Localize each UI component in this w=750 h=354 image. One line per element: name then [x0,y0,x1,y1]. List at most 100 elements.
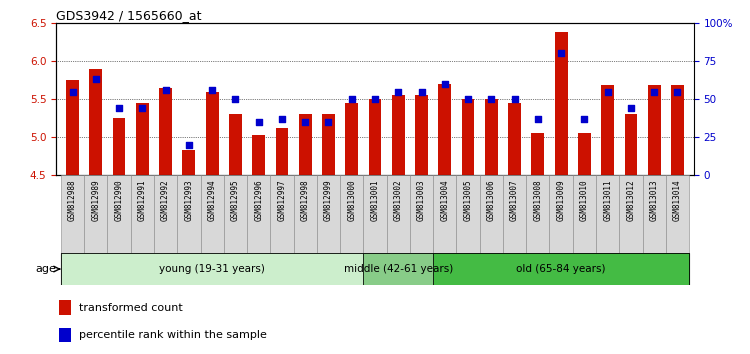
Point [392,89,404,95]
Bar [555,32,568,175]
Text: GSM812992: GSM812992 [161,179,170,221]
Point [160,87,172,93]
Bar [59,328,71,342]
Text: GSM813005: GSM813005 [464,179,472,221]
Bar [224,175,247,253]
Bar [485,99,498,175]
Text: GSM813013: GSM813013 [650,179,658,221]
Bar [509,103,521,175]
Bar [596,175,619,253]
Point [485,96,497,102]
Point [276,116,288,122]
Text: GSM812991: GSM812991 [138,179,147,221]
Bar [270,175,293,253]
Bar [368,99,382,175]
Bar [59,300,71,315]
Bar [526,175,550,253]
Point [625,105,637,111]
Text: GSM812999: GSM812999 [324,179,333,221]
Bar [410,175,434,253]
Bar [439,84,452,175]
Bar [363,253,434,285]
Text: GSM813014: GSM813014 [673,179,682,221]
Point [113,105,125,111]
Point [439,81,451,87]
Text: GSM813006: GSM813006 [487,179,496,221]
Bar [298,114,311,175]
Text: GSM812998: GSM812998 [301,179,310,221]
Bar [602,85,614,175]
Bar [275,128,288,175]
Point [578,116,590,122]
Bar [322,114,334,175]
Text: GSM813007: GSM813007 [510,179,519,221]
Bar [84,175,107,253]
Bar [457,175,480,253]
Text: GSM812997: GSM812997 [278,179,286,221]
Bar [550,175,573,253]
Text: GSM813010: GSM813010 [580,179,589,221]
Bar [345,103,358,175]
Text: GDS3942 / 1565660_at: GDS3942 / 1565660_at [56,9,202,22]
Text: middle (42-61 years): middle (42-61 years) [344,264,453,274]
Bar [433,253,689,285]
Bar [229,114,242,175]
Bar [363,175,387,253]
Text: GSM812993: GSM812993 [184,179,194,221]
Bar [252,135,265,175]
Bar [247,175,270,253]
Point [346,96,358,102]
Text: old (65-84 years): old (65-84 years) [517,264,606,274]
Text: GSM813008: GSM813008 [533,179,542,221]
Point [299,119,311,125]
Point [555,51,567,56]
Bar [671,85,684,175]
Text: percentile rank within the sample: percentile rank within the sample [79,330,266,340]
Bar [433,175,457,253]
Bar [503,175,526,253]
Point [136,105,148,111]
Text: GSM813009: GSM813009 [556,179,566,221]
Text: age: age [36,264,57,274]
Bar [293,175,316,253]
Bar [316,175,340,253]
Point [671,89,683,95]
Bar [625,114,638,175]
Bar [578,133,591,175]
Text: GSM813002: GSM813002 [394,179,403,221]
Bar [200,175,223,253]
Point [230,96,242,102]
Bar [159,88,172,175]
Bar [392,95,405,175]
Bar [182,150,195,175]
Text: GSM812996: GSM812996 [254,179,263,221]
Point [648,89,660,95]
Bar [177,175,200,253]
Bar [112,118,125,175]
Text: GSM812990: GSM812990 [115,179,124,221]
Bar [416,95,428,175]
Bar [573,175,596,253]
Bar [61,253,363,285]
Bar [154,175,177,253]
Point [369,96,381,102]
Bar [480,175,503,253]
Text: transformed count: transformed count [79,303,182,313]
Bar [136,103,148,175]
Bar [643,175,666,253]
Bar [666,175,689,253]
Bar [130,175,154,253]
Point [602,89,613,95]
Bar [648,85,661,175]
Text: GSM813003: GSM813003 [417,179,426,221]
Text: GSM812988: GSM812988 [68,179,77,221]
Bar [206,92,218,175]
Text: GSM812989: GSM812989 [92,179,100,221]
Bar [340,175,363,253]
Bar [532,133,544,175]
Point [67,89,79,95]
Bar [620,175,643,253]
Bar [107,175,130,253]
Bar [61,175,84,253]
Point [509,96,520,102]
